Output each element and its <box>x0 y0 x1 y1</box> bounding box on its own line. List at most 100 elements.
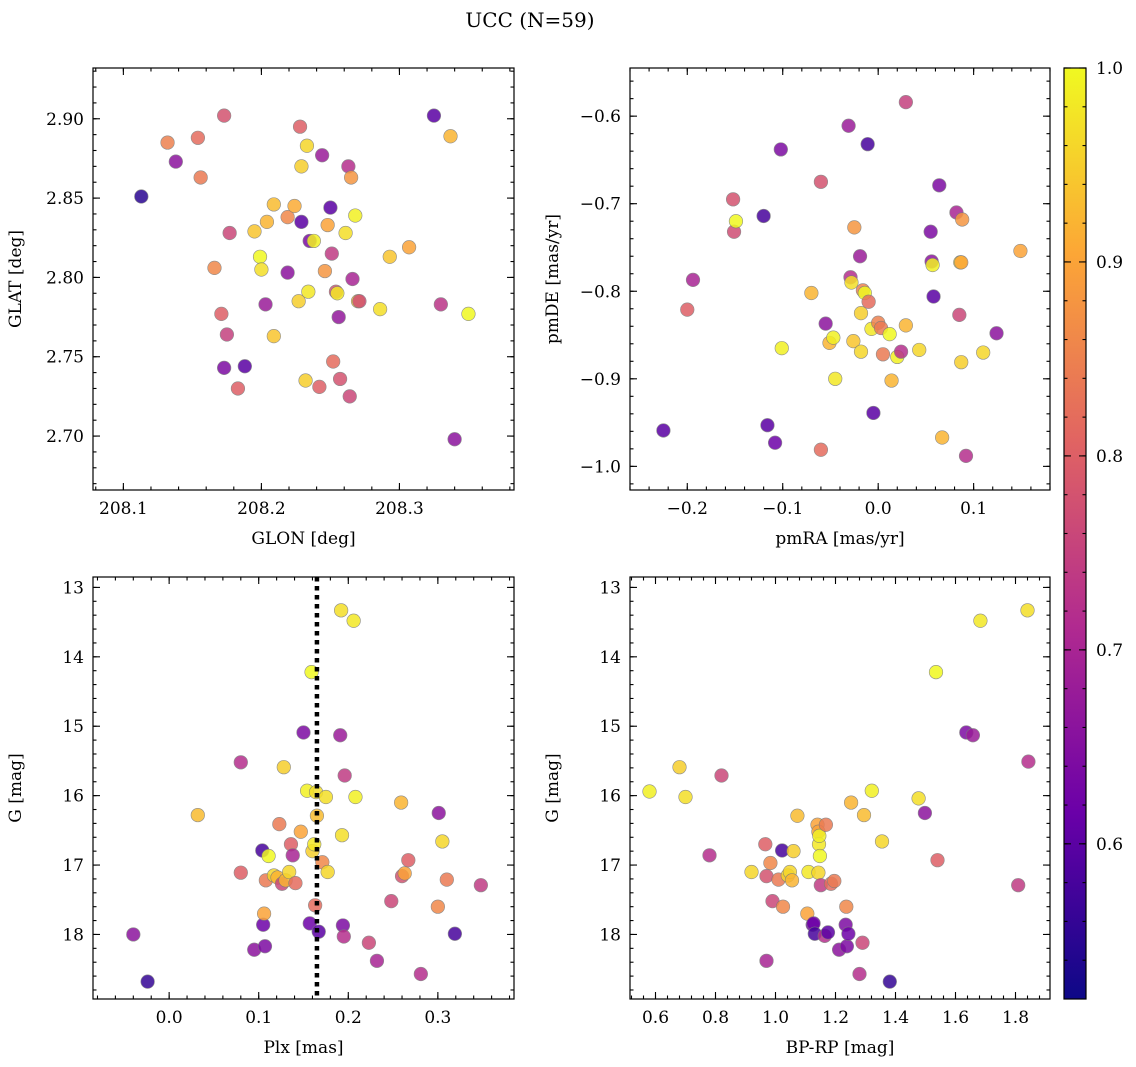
data-point <box>134 189 149 204</box>
data-point <box>874 834 890 849</box>
data-point <box>965 728 981 743</box>
y-axis-label: G [mag] <box>543 753 563 822</box>
data-point <box>893 344 909 359</box>
data-point <box>254 262 269 277</box>
data-point <box>958 448 974 463</box>
y-axis-label: pmDE [mas/yr] <box>543 214 563 344</box>
y-tick-label: 2.70 <box>46 427 84 447</box>
data-point <box>875 347 891 362</box>
data-point <box>401 240 417 255</box>
data-point <box>827 873 842 889</box>
data-point <box>702 848 717 863</box>
data-point <box>296 725 311 740</box>
data-point <box>247 224 262 239</box>
y-tick-label: 16 <box>62 787 84 807</box>
data-point <box>336 929 351 944</box>
data-point <box>326 354 341 369</box>
x-tick-label: −0.2 <box>667 499 708 519</box>
data-point <box>252 249 268 264</box>
panel-2: −0.2 −0.1 0.0 0.1 −1.0 −0.9 −0.8 −0.7 −0.6 pmRA [… <box>543 67 1051 549</box>
data-point <box>846 334 861 349</box>
data-point <box>852 249 868 264</box>
x-tick-label: 0.0 <box>156 1008 183 1028</box>
data-point <box>317 263 332 279</box>
scatter-points <box>134 108 476 447</box>
data-point <box>426 108 442 123</box>
data-point <box>828 371 843 386</box>
data-point <box>843 795 859 810</box>
data-point <box>784 873 800 888</box>
x-tick-label: 208.1 <box>99 499 148 519</box>
data-point <box>323 200 338 215</box>
data-point <box>344 170 359 185</box>
data-point <box>280 265 295 280</box>
y-tick-label: 2.75 <box>46 348 84 368</box>
y-tick-label: 17 <box>599 856 621 876</box>
data-point <box>917 805 933 821</box>
x-tick-label: 0.3 <box>424 1008 451 1028</box>
data-point <box>315 148 330 163</box>
data-point <box>447 432 462 447</box>
data-point <box>925 257 940 273</box>
data-point <box>847 220 862 235</box>
panel-4: 0.6 0.8 1.0 1.2 1.4 1.6 1.8 13 14 15 16 17 18 BP-RP [… <box>543 576 1051 1058</box>
data-point <box>930 853 945 868</box>
x-tick-label: 0.8 <box>702 1008 729 1028</box>
data-point <box>431 805 446 821</box>
scatter-points <box>642 603 1036 989</box>
data-point <box>324 246 339 261</box>
data-point <box>973 613 988 628</box>
y-axis-label: G [mag] <box>6 753 26 822</box>
y-tick-label: 13 <box>599 578 621 598</box>
data-point <box>756 208 771 224</box>
x-tick-label: 208.2 <box>237 499 286 519</box>
data-point <box>413 966 428 982</box>
data-point <box>217 108 232 123</box>
panels: 208.1 208.2 208.3 2.70 2.75 2.80 2.85 2.90 GLON … <box>6 67 1051 1058</box>
data-point <box>361 935 376 950</box>
data-point <box>855 935 870 950</box>
figure-title: UCC (N=59) <box>465 8 594 32</box>
data-point <box>774 341 789 356</box>
data-point <box>812 848 828 864</box>
data-point <box>775 899 791 914</box>
data-point <box>126 927 141 942</box>
y-tick-label: 2.90 <box>46 110 84 130</box>
data-point <box>818 316 833 331</box>
data-point <box>332 371 348 387</box>
data-point <box>222 225 237 241</box>
data-point <box>861 294 876 309</box>
data-point <box>219 327 234 342</box>
data-point <box>312 379 327 394</box>
data-point <box>853 344 869 359</box>
colorbar-tick-label: 0.8 <box>1096 447 1123 467</box>
y-tick-label: 18 <box>599 925 621 945</box>
data-point <box>298 373 313 388</box>
y-axis-label: GLAT [deg] <box>6 230 26 328</box>
data-point <box>190 807 205 823</box>
data-point <box>259 214 275 229</box>
data-point <box>352 294 367 309</box>
colorbar-tick-label: 0.9 <box>1096 253 1123 273</box>
data-point <box>839 939 855 954</box>
data-point <box>261 848 276 864</box>
data-point <box>725 192 741 207</box>
data-point <box>433 297 448 312</box>
y-tick-label: 14 <box>599 648 621 668</box>
data-point <box>473 878 488 893</box>
data-point <box>258 297 273 312</box>
data-point <box>811 865 826 880</box>
data-point <box>856 807 872 823</box>
y-tick-label: −0.8 <box>580 282 621 302</box>
data-point <box>860 137 875 152</box>
data-point <box>266 197 281 212</box>
data-point <box>382 249 397 264</box>
x-tick-label: 1.2 <box>822 1008 849 1028</box>
data-point <box>256 906 272 921</box>
data-point <box>1013 243 1028 259</box>
data-point <box>334 828 350 843</box>
y-tick-label: 14 <box>62 648 84 668</box>
data-point <box>685 272 701 287</box>
data-point <box>207 260 222 275</box>
data-point <box>237 359 252 374</box>
